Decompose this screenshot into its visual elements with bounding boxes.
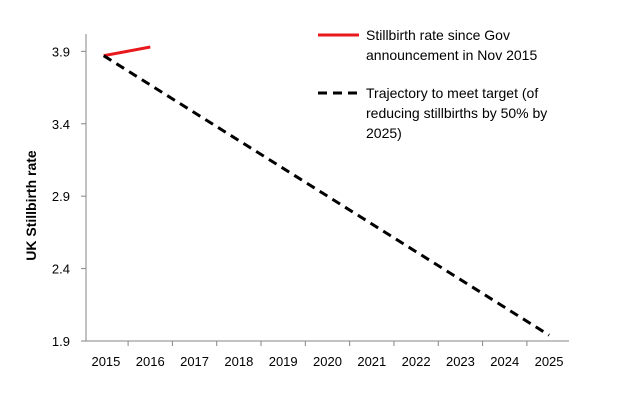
y-axis-ticks: 1.9 2.4 2.9 3.4 3.9	[52, 44, 86, 349]
x-tick-label: 2021	[357, 354, 386, 369]
y-tick-label: 1.9	[52, 334, 70, 349]
x-tick-label: 2023	[446, 354, 475, 369]
axes	[85, 34, 569, 342]
y-tick-label: 3.4	[52, 117, 70, 132]
x-tick-label: 2016	[136, 354, 165, 369]
x-axis-ticks: 2015 2016 2017 2018 2019 2020 2021 2022 2023 2024…	[91, 341, 564, 369]
y-tick-label: 2.9	[52, 189, 70, 204]
legend: Stillbirth rate since Gov announcement in…	[318, 27, 547, 141]
x-tick-label: 2022	[402, 354, 431, 369]
legend-entry: Stillbirth rate since Gov announcement in…	[366, 27, 537, 63]
y-axis-label: UK Stillbirth rate	[23, 150, 39, 261]
legend-entry: Trajectory to meet target (of reducing st…	[366, 85, 547, 141]
x-tick-label: 2019	[269, 354, 298, 369]
x-tick-label: 2025	[535, 354, 564, 369]
x-tick-label: 2024	[490, 354, 519, 369]
x-tick-label: 2017	[180, 354, 209, 369]
x-tick-label: 2020	[313, 354, 342, 369]
series-line-stillbirth-rate	[103, 45, 151, 58]
x-tick-label: 2018	[224, 354, 253, 369]
y-tick-label: 3.9	[52, 44, 70, 59]
series-line-trajectory	[102, 54, 550, 337]
x-tick-label: 2015	[91, 354, 120, 369]
y-tick-label: 2.4	[52, 262, 70, 277]
series-lines	[102, 45, 550, 337]
